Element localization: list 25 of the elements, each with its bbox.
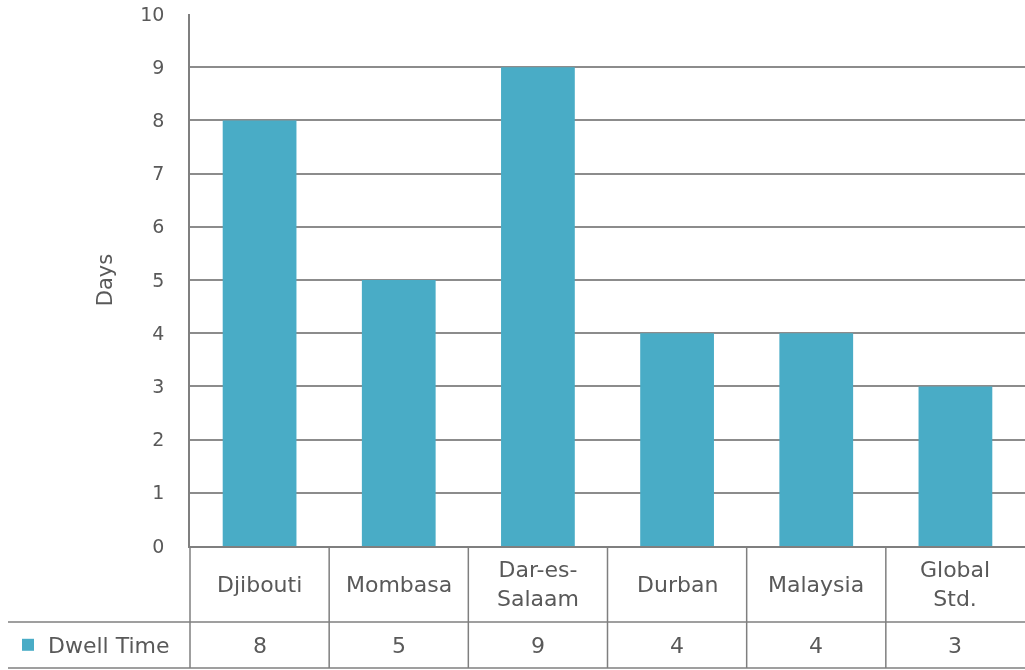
legend-label: Dwell Time (48, 633, 170, 659)
x-tick-label: Dar-es-Salaam (497, 557, 579, 611)
data-label: 9 (531, 633, 545, 658)
y-tick-label: 3 (152, 375, 165, 398)
x-tick-label: Mombasa (346, 572, 453, 597)
y-axis-title: Days (92, 253, 117, 307)
y-tick-label: 5 (152, 268, 165, 291)
y-tick-label: 2 (152, 428, 165, 451)
data-label: 5 (392, 633, 406, 658)
x-tick-label: Global Std. (920, 557, 991, 611)
x-tick-label: Djibouti (217, 572, 303, 597)
y-tick-label: 6 (152, 215, 165, 238)
data-label: 8 (253, 633, 267, 658)
y-tick-label: 1 (152, 481, 165, 504)
data-label: 4 (809, 633, 823, 658)
y-tick-label: 9 (152, 55, 165, 78)
y-tick-label: 7 (152, 162, 165, 185)
data-label: 4 (670, 633, 684, 658)
x-tick-label: Malaysia (768, 572, 865, 597)
data-label: 3 (948, 633, 962, 658)
y-tick-label: 10 (140, 2, 165, 25)
y-tick-label: 4 (152, 321, 165, 344)
x-tick-label: Durban (637, 572, 719, 597)
y-tick-label: 0 (152, 534, 165, 557)
y-tick-label: 8 (152, 109, 165, 132)
